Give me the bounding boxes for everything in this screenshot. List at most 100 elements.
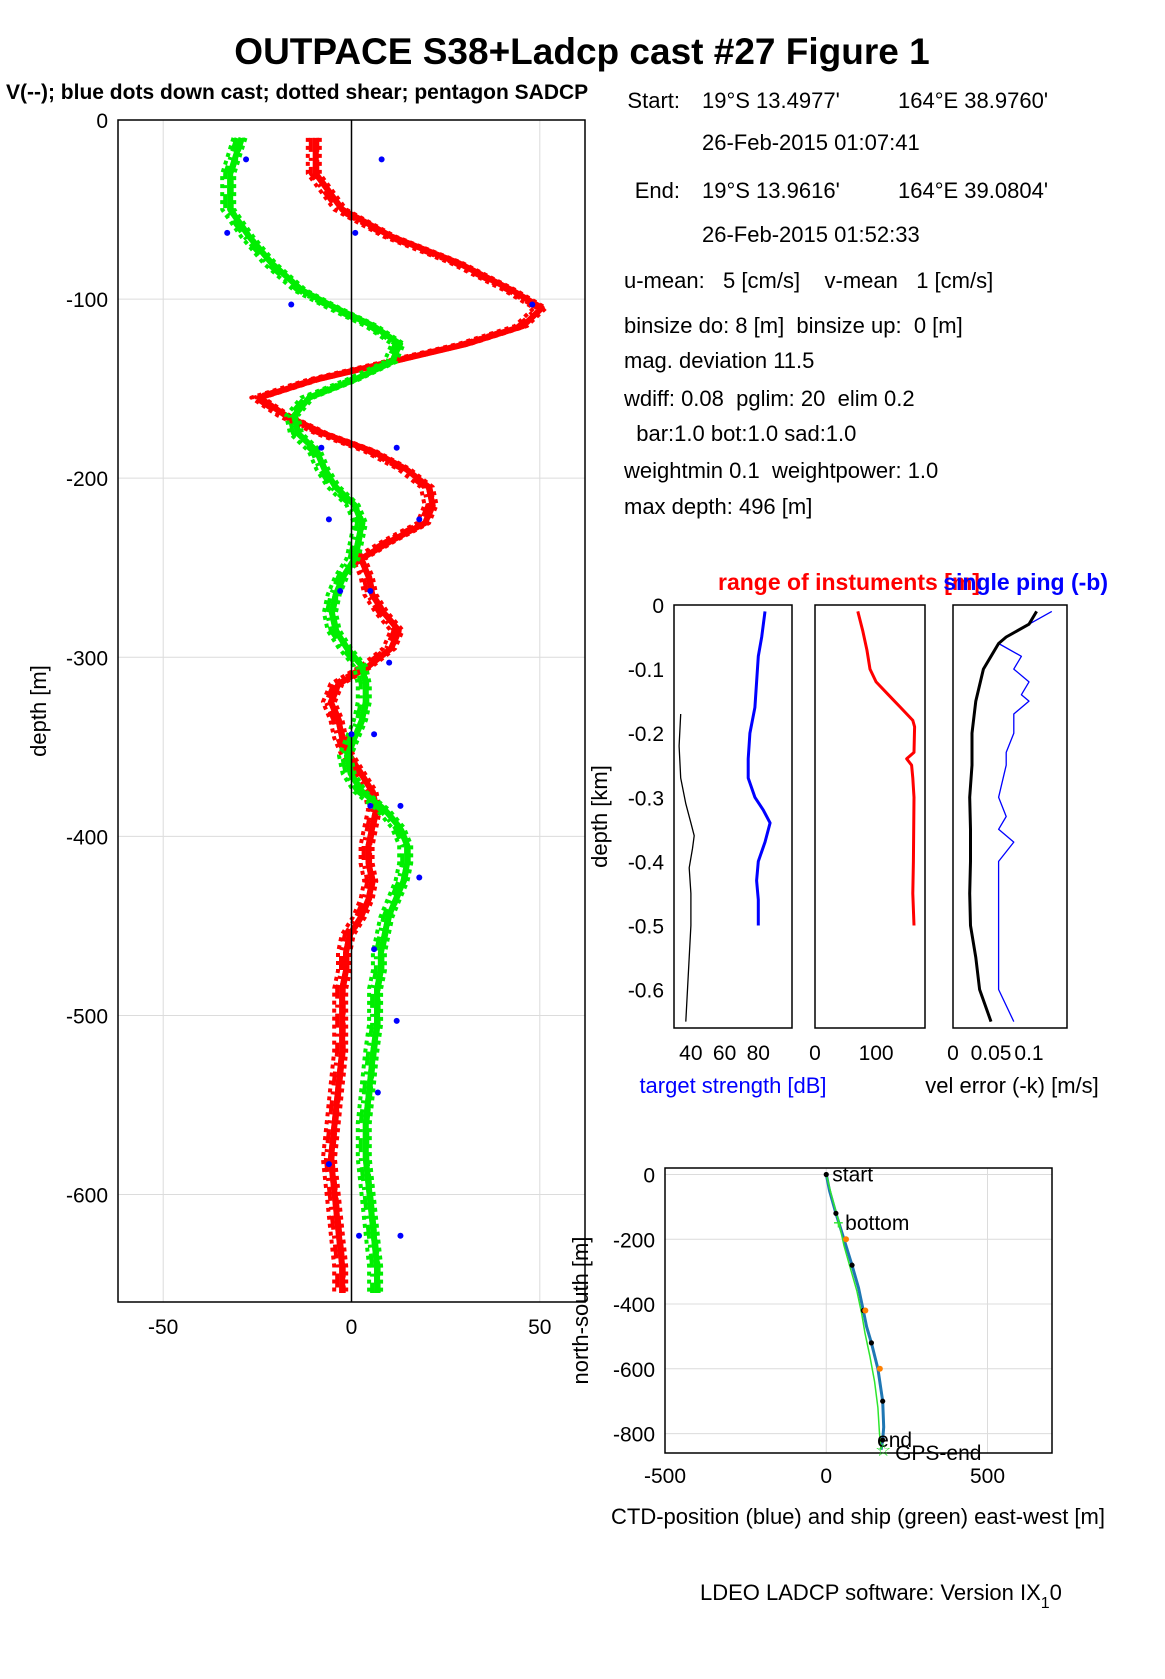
weights: weightmin 0.1 weightpower: 1.0 [623, 458, 938, 483]
downcast-dot [393, 1017, 400, 1024]
downcast-dot [378, 156, 385, 163]
means: u-mean: 5 [cm/s] v-mean 1 [cm/s] [624, 268, 993, 293]
x-tick-label: 80 [747, 1042, 770, 1065]
range-title: range of instuments [m] [718, 569, 980, 595]
downcast-dot [529, 301, 536, 308]
plot-area [815, 605, 925, 1028]
single-ping-line [997, 610, 1053, 1022]
wdiff: wdiff: 0.08 pglim: 20 elim 0.2 [623, 386, 915, 411]
x-tick-label: 500 [970, 1465, 1005, 1488]
gps-end-annotation: GPS-end [895, 1442, 981, 1465]
downcast-dot [288, 301, 295, 308]
target-strength-line [746, 611, 772, 926]
x-tick-label: 50 [528, 1316, 551, 1339]
downcast-dot [352, 229, 359, 236]
x-tick-label: 100 [859, 1042, 894, 1065]
y-tick-label: -0.1 [628, 659, 664, 682]
start-annotation: start [832, 1163, 873, 1186]
range-line [678, 713, 695, 1022]
plot-area [665, 1168, 1052, 1453]
sadcp-marker [842, 1236, 849, 1243]
y-tick-label: -500 [66, 1005, 108, 1028]
downcast-dot [325, 1161, 332, 1168]
position-marker [880, 1437, 886, 1443]
plot-area [674, 605, 792, 1028]
vel-error-line [968, 610, 1038, 1023]
position-marker [880, 1398, 886, 1404]
bottom-annotation: bottom [845, 1212, 909, 1235]
end-time: 26-Feb-2015 01:52:33 [702, 222, 920, 247]
plot-frame [117, 119, 586, 1303]
y-axis-label: north-south [m] [568, 1237, 593, 1385]
x-axis-label: vel error (-k) [m/s] [925, 1073, 1099, 1098]
end-lon: 164°E 39.0804' [898, 178, 1048, 203]
green-velocity-line [223, 137, 405, 1293]
figure-subtitle: V(--); blue dots down cast; dotted shear… [6, 81, 588, 104]
x-tick-label: 40 [679, 1042, 702, 1065]
footer-tail: 0 [1050, 1580, 1062, 1605]
downcast-dot [367, 802, 374, 809]
y-tick-label: 0 [652, 595, 664, 618]
y-axis-label: depth [km] [587, 765, 612, 868]
downcast-dot [356, 1232, 363, 1239]
y-tick-label: -400 [613, 1294, 655, 1317]
y-tick-label: -600 [613, 1359, 655, 1382]
y-tick-label: -0.3 [628, 787, 664, 810]
mag-deviation: mag. deviation 11.5 [624, 348, 814, 373]
y-tick-label: -400 [66, 826, 108, 849]
x-tick-label: 0 [346, 1316, 358, 1339]
y-tick-label: -0.4 [628, 851, 665, 874]
green-velocity-line [230, 137, 411, 1293]
plot-frame [664, 1167, 1053, 1454]
downcast-dot [374, 1089, 381, 1096]
x-tick-label: -50 [148, 1316, 178, 1339]
x-tick-label: 0 [809, 1042, 821, 1065]
x-tick-label: 0 [820, 1465, 832, 1488]
plot-frame [673, 604, 793, 1029]
y-tick-label: -600 [66, 1185, 108, 1208]
x-tick-label: 60 [713, 1042, 736, 1065]
y-tick-label: -800 [613, 1424, 655, 1447]
x-tick-label: 0.05 [971, 1042, 1012, 1065]
x-tick-label: -500 [644, 1465, 686, 1488]
end-annotation: end [877, 1429, 912, 1452]
start-time: 26-Feb-2015 01:07:41 [702, 130, 920, 155]
target-strength-plot: 40 60 80 0 -0.1 -0.2 -0.3 -0.4 -0.5 -0.6 depth [km… [587, 569, 980, 1098]
start-lat: 19°S 13.4977' [702, 88, 840, 113]
y-tick-label: -200 [66, 468, 108, 491]
downcast-dot [397, 802, 404, 809]
green-velocity-line [232, 137, 414, 1293]
downcast-dot [224, 229, 231, 236]
green-velocity-line [220, 137, 402, 1293]
start-lon: 164°E 38.9760' [898, 88, 1048, 113]
downcast-dot [243, 156, 250, 163]
gps-end-marker: ☆ [875, 1440, 891, 1460]
y-tick-label: -0.2 [628, 723, 664, 746]
plot-frame [952, 604, 1068, 1029]
y-tick-label: -100 [66, 289, 108, 312]
x-axis-label: CTD-position (blue) and ship (green) eas… [611, 1504, 1105, 1529]
position-marker [849, 1262, 855, 1268]
bars: bar:1.0 bot:1.0 sad:1.0 [624, 421, 856, 446]
downcast-dot [397, 1232, 404, 1239]
footer-text: LDEO LADCP software: Version IX [700, 1580, 1041, 1605]
y-tick-label: 0 [96, 110, 108, 133]
position-marker [823, 1171, 829, 1178]
downcast-dot [367, 588, 374, 595]
y-tick-label: 0 [643, 1164, 655, 1187]
position-plot: -500 0 500 0 -200 -400 -600 -800 CTD-position (b… [568, 1163, 1105, 1529]
footer: LDEO LADCP software: Version IX10 [700, 1580, 1062, 1612]
cast-info: Start: 19°S 13.4977' 164°E 38.9760' 26-F… [623, 88, 1048, 519]
y-tick-label: -200 [613, 1229, 655, 1252]
position-marker [868, 1340, 875, 1346]
max-depth: max depth: 496 [m] [624, 494, 812, 519]
downcast-dot [393, 444, 400, 451]
footer-subscript: 1 [1041, 1595, 1050, 1612]
ship-track [825, 1174, 882, 1450]
downcast-dot [318, 444, 325, 451]
sadcp-marker [862, 1307, 869, 1314]
range-line [856, 611, 917, 926]
downcast-dot [386, 659, 393, 666]
